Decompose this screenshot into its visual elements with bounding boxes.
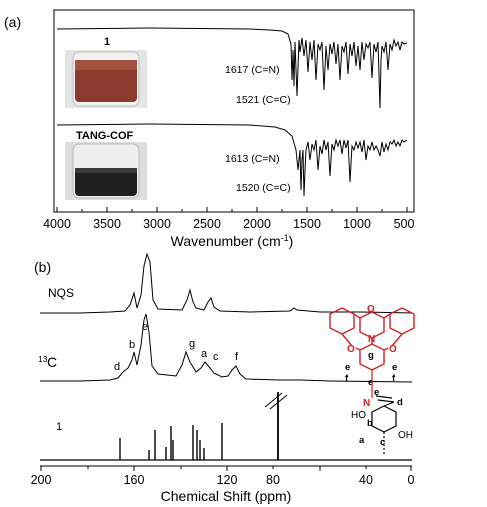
ftir-plot: 4000 3500 3000 2500 2000 1500 1000 500 W… [43,9,415,249]
nmr-trace-nqs [40,252,413,314]
nmr-stick-spectrum [40,392,412,461]
struct-letter-b: b [367,418,373,429]
atom-o-left: O [347,344,355,355]
axis-break-mark [264,392,288,410]
panel-a-label: (a) [4,14,21,30]
atom-o-right: O [389,344,397,355]
ftir-tick-1000: 1000 [343,217,371,231]
spectrum-label-tang-cof: TANG-COF [76,130,134,142]
nmr-tick-160: 160 [124,473,145,487]
nmr-tick-120: 120 [217,473,238,487]
ftir-tick-1500: 1500 [293,217,321,231]
atom-n-center: N [368,334,375,345]
trace-label-13-sup: 13 [38,354,48,364]
trace-label-13c: C [47,354,57,370]
nmr-tick-200: 200 [31,473,52,487]
ftir-spectrum-compound-1 [56,27,408,109]
trace-label-1: 1 [56,421,62,433]
peak-letter-b: b [129,339,135,351]
struct-letter-d: d [397,397,403,408]
nmr-tick-40: 40 [359,473,373,487]
ftir-tick-2000: 2000 [243,217,271,231]
struct-letter-e2: e [392,362,397,373]
nmr-plot: NQS 13 C d b e g a c f 1 [31,252,415,504]
struct-letter-f1: f [345,373,349,384]
atom-oh: OH [398,430,413,441]
peak-letter-g: g [189,338,195,350]
peak-letter-c: c [213,351,219,363]
struct-letter-e3: e [368,377,373,388]
ftir-x-axis-title: Wavenumber (cm-1) [171,233,294,249]
ftir-frame [53,9,415,213]
nmr-peak-letters: d b e g a c f [114,321,239,373]
nmr-tick-80: 80 [266,473,280,487]
struct-letter-c: c [380,437,385,448]
trace-label-nqs: NQS [48,286,74,300]
struct-letter-e1: e [345,362,350,373]
struct-letter-a: a [359,435,365,446]
struct-letter-f2: f [392,373,396,384]
atom-o-top: O [367,304,375,315]
annotation-1617: 1617 (C=N) [225,64,280,76]
photo-compound-1 [65,50,147,108]
peak-letter-d: d [114,361,120,373]
ftir-spectrum-tang-cof [56,123,408,197]
structure-letters: g e f e f e e d b a c [345,350,403,448]
chemical-structure: O O O N N g e f e f e e d b a c [329,304,415,455]
linker-atoms: HO OH [351,410,413,441]
triangulene-core [329,307,415,371]
nmr-trace-13c [40,313,413,383]
nmr-x-ticks [40,466,412,471]
annotation-1613: 1613 (C=N) [225,153,280,165]
ftir-tick-4000: 4000 [43,217,71,231]
ftir-x-tick-labels: 4000 3500 3000 2500 2000 1500 1000 500 [43,217,414,231]
atom-n-imine: N [363,398,370,409]
linker-fragment [371,370,397,455]
atom-ho: HO [351,410,366,421]
annotation-1521: 1521 (C=C) [236,94,291,106]
panel-b-label: (b) [34,259,51,275]
peak-letter-a: a [201,348,208,360]
spectrum-label-1: 1 [104,36,110,48]
struct-letter-e4: e [374,387,379,398]
ftir-tick-2500: 2500 [193,217,221,231]
photo-tang-cof [65,142,147,200]
structure-atoms: O O O N N [347,304,397,409]
nmr-x-axis-title: Chemical Shift (ppm) [161,488,292,504]
struct-letter-g: g [368,350,374,361]
nmr-x-tick-labels: 200 160 120 80 40 0 [31,473,415,487]
ftir-tick-3500: 3500 [93,217,121,231]
ftir-tick-500: 500 [394,217,415,231]
annotation-1520: 1520 (C=C) [236,182,291,194]
ftir-x-ticks [56,207,408,212]
peak-letter-f: f [235,351,239,363]
peak-letter-e: e [142,321,148,333]
ftir-tick-3000: 3000 [143,217,171,231]
nmr-tick-0: 0 [408,473,415,487]
